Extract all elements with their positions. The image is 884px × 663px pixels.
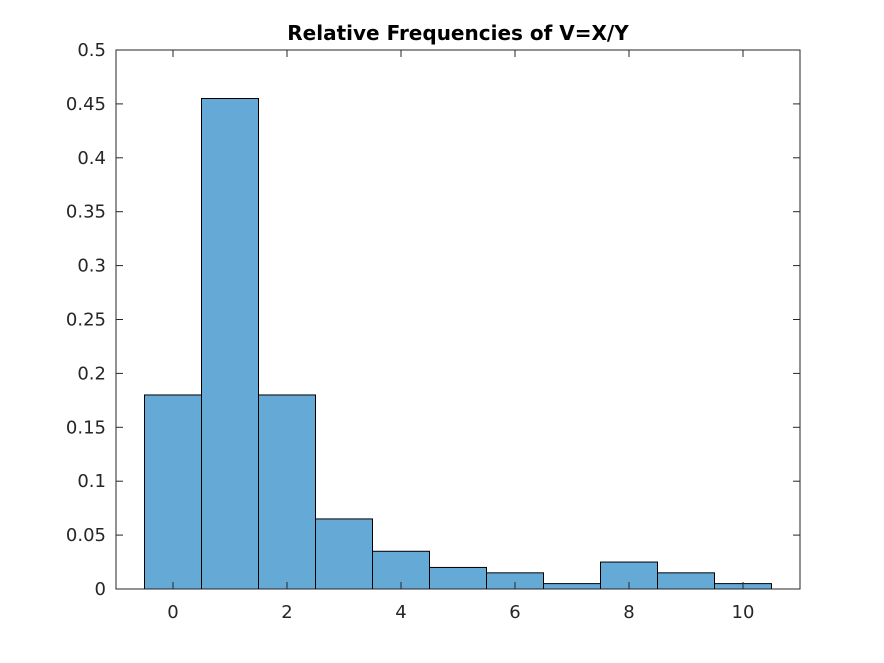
y-tick-label: 0.3	[77, 256, 106, 277]
y-tick-label: 0.45	[66, 94, 106, 115]
x-tick-label: 4	[395, 602, 406, 623]
y-tick-label: 0.2	[77, 363, 106, 384]
x-tick-label: 6	[509, 602, 520, 623]
histogram-bar-3	[315, 518, 373, 590]
x-tick-label: 10	[732, 602, 755, 623]
bars-group	[144, 98, 772, 590]
y-tick-label: 0.4	[77, 148, 106, 169]
histogram-bar-0	[144, 394, 202, 590]
histogram-bar-7	[543, 583, 601, 590]
y-tick-labels: 0 0.05 0.1 0.15 0.2 0.25 0.3 0.35 0.4 0.45 0.5	[66, 40, 106, 600]
x-tick-labels: 0 2 4 6 8 10	[167, 602, 754, 623]
y-tick-label: 0.15	[66, 417, 106, 438]
chart-title: Relative Frequencies of V=X/Y	[287, 21, 629, 45]
histogram-bar-5	[429, 566, 487, 590]
ticks-group	[116, 49, 800, 590]
y-tick-label: 0.05	[66, 525, 106, 546]
x-tick-label: 8	[623, 602, 634, 623]
histogram-bar-1	[201, 98, 259, 590]
x-tick-label: 2	[281, 602, 292, 623]
y-tick-label: 0.5	[77, 40, 106, 61]
histogram-bar-2	[258, 394, 316, 590]
y-tick-label: 0	[95, 579, 106, 600]
y-tick-label: 0.35	[66, 202, 106, 223]
histogram-bar-9	[657, 572, 715, 590]
x-tick-label: 0	[167, 602, 178, 623]
y-tick-label: 0.1	[77, 471, 106, 492]
y-tick-label: 0.25	[66, 310, 106, 331]
